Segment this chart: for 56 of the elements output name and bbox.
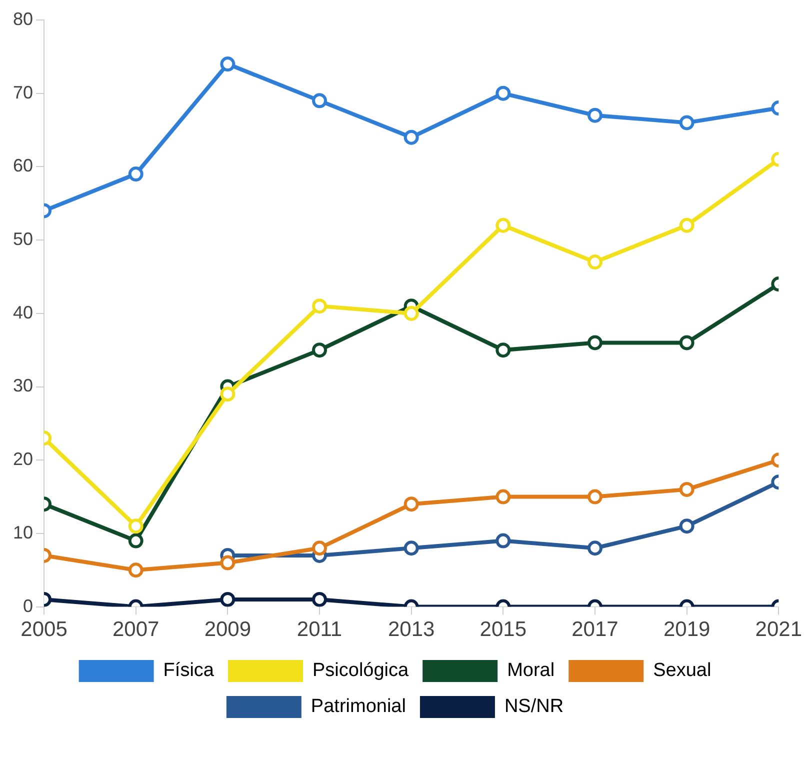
point [587, 489, 602, 504]
x-tick-label: 2009 [204, 618, 252, 642]
point [312, 592, 328, 607]
x-tick-label: 2007 [112, 618, 160, 642]
y-tick-label: 40 [12, 302, 34, 322]
x-tick-label: 2019 [663, 618, 710, 642]
y-tick-label: 80 [12, 8, 34, 29]
point [404, 540, 419, 556]
x-tick-label: 2017 [572, 618, 618, 642]
point [679, 518, 694, 534]
x-tick-label: 2013 [388, 618, 435, 642]
y-tick-label: 50 [12, 229, 34, 250]
point [679, 218, 694, 233]
legend-label: NS/NR [504, 696, 564, 718]
y-tick-label: 20 [12, 449, 34, 470]
point [587, 540, 602, 556]
legend-label: Moral [507, 660, 555, 682]
y-tick-label: 70 [12, 82, 34, 102]
point [128, 562, 144, 578]
point [679, 482, 694, 497]
point [220, 56, 236, 72]
x-tick-label: 2015 [480, 618, 527, 642]
point [404, 306, 419, 321]
point [220, 555, 236, 570]
legend-label: Psicológica [312, 660, 410, 682]
point [128, 166, 144, 182]
point [220, 386, 236, 402]
legend-label: Física [163, 660, 214, 682]
legend-label: Sexual [653, 660, 712, 682]
point [496, 533, 511, 548]
point [496, 342, 511, 358]
point [587, 108, 602, 123]
y-tick-label: 30 [12, 376, 34, 396]
y-tick-label: 60 [12, 156, 34, 176]
point [679, 115, 694, 130]
y-tick-label: 10 [12, 522, 34, 542]
point [679, 335, 694, 350]
point [587, 254, 602, 270]
point [128, 533, 144, 548]
point [312, 342, 328, 358]
point [312, 93, 328, 108]
legend-label: Patrimonial [310, 696, 406, 718]
y-tick-label: 0 [23, 596, 34, 616]
x-tick-label: 2021 [755, 618, 802, 642]
point [312, 540, 328, 556]
point [404, 496, 419, 512]
point [496, 218, 511, 233]
point [587, 335, 602, 350]
point [496, 489, 511, 504]
point [128, 518, 144, 534]
point [404, 130, 419, 145]
x-tick-label: 2005 [20, 618, 68, 642]
x-tick-label: 2011 [296, 618, 342, 642]
point [220, 592, 236, 607]
point [312, 298, 328, 314]
point [496, 86, 511, 101]
